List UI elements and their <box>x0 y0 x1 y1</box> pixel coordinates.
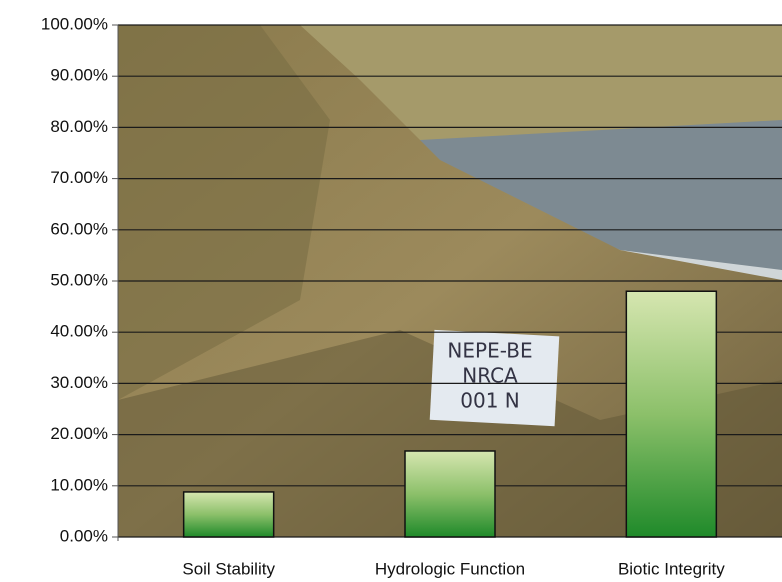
sign-text: NEPE-BE <box>447 339 532 363</box>
y-tick-label: 100.00% <box>41 14 108 33</box>
y-tick-label: 30.00% <box>50 373 108 392</box>
y-tick-label: 10.00% <box>50 475 108 494</box>
x-tick-label: Soil Stability <box>182 559 275 578</box>
bar <box>404 450 496 538</box>
y-tick-label: 50.00% <box>50 270 108 289</box>
y-tick-label: 60.00% <box>50 219 108 238</box>
bar <box>182 491 275 538</box>
x-tick-label: Hydrologic Function <box>375 559 525 578</box>
bar <box>625 290 718 538</box>
y-tick-label: 80.00% <box>50 117 108 136</box>
y-tick-label: 0.00% <box>60 526 108 545</box>
x-tick-label: Biotic Integrity <box>618 559 725 578</box>
y-tick-label: 70.00% <box>50 168 108 187</box>
y-tick-label: 20.00% <box>50 424 108 443</box>
bars <box>182 290 718 538</box>
y-tick-label: 40.00% <box>50 322 108 341</box>
sign: NEPE-BE NRCA 001 N <box>429 329 560 427</box>
sign-text: 001 N <box>460 389 520 413</box>
y-tick-label: 90.00% <box>50 66 108 85</box>
